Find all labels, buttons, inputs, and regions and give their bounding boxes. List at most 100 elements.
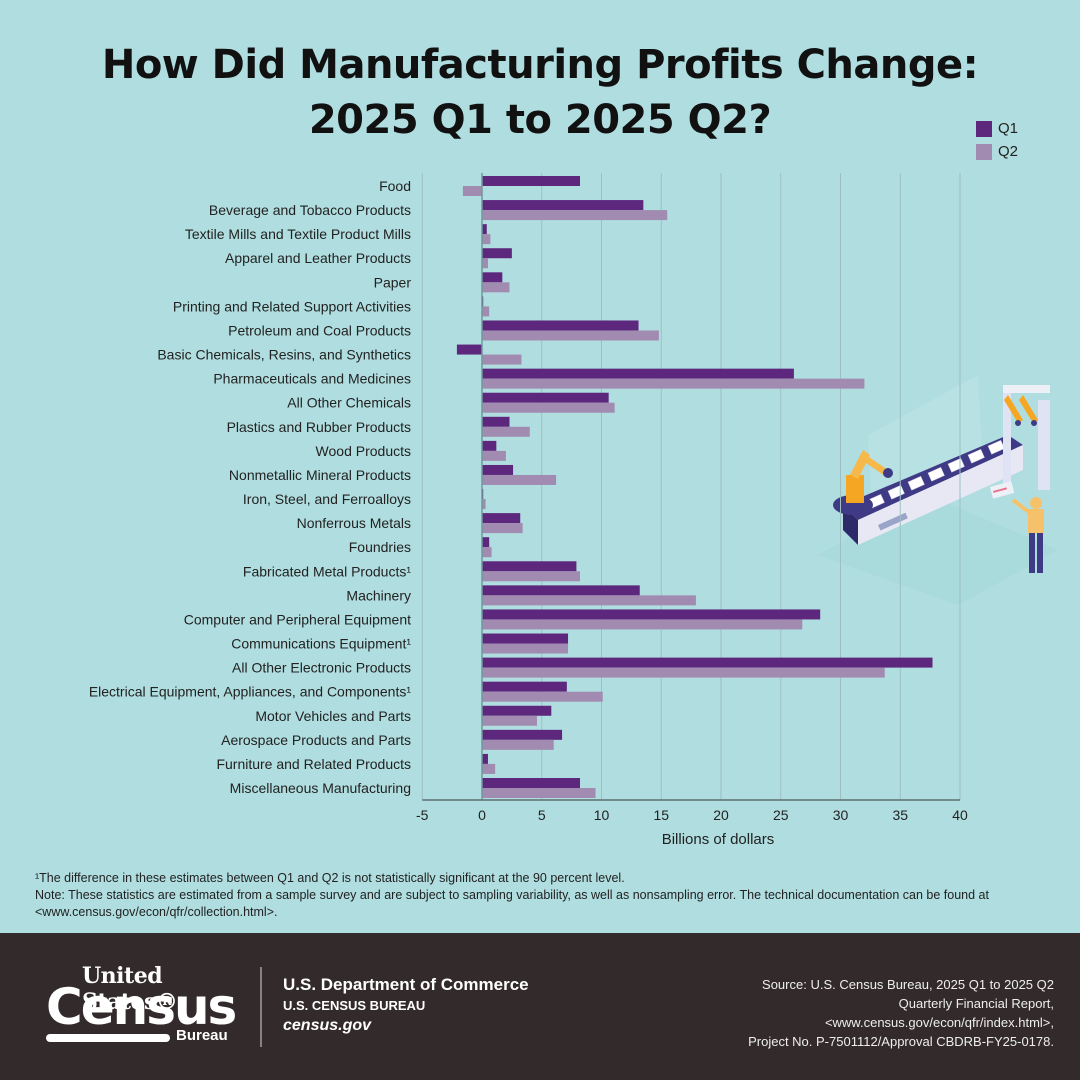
bar-q2: [482, 234, 491, 245]
source-citation: Source: U.S. Census Bureau, 2025 Q1 to 2…: [748, 975, 1054, 1051]
bar-q1: [482, 561, 577, 572]
department-name: U.S. Department of Commerce: [283, 975, 529, 994]
category-label: Furniture and Related Products: [216, 756, 411, 772]
bar-q1: [482, 778, 580, 788]
bar-q2: [482, 378, 865, 389]
bar-q2: [482, 571, 580, 582]
title-line-1: How Did Manufacturing Profits Change:: [101, 42, 979, 88]
source-line: Source: U.S. Census Bureau, 2025 Q1 to 2…: [762, 977, 1054, 992]
notes: ¹The difference in these estimates betwe…: [35, 870, 1035, 921]
x-tick-label: 30: [833, 807, 849, 823]
bar-q1: [482, 416, 510, 427]
bar-q2: [462, 186, 482, 196]
x-tick-label: 5: [538, 807, 546, 823]
bar-q1: [482, 633, 569, 644]
bar-q2: [482, 258, 488, 269]
bar-q1: [482, 609, 821, 620]
bar-q2: [482, 306, 490, 317]
bar-q1: [482, 681, 567, 692]
bar-q2: [482, 788, 596, 798]
census-bureau-logo: United States® Census Bureau: [46, 963, 241, 1053]
bar-q1: [482, 537, 490, 548]
axes: [422, 173, 960, 801]
category-label: Communications Equipment¹: [231, 636, 411, 652]
note: Note: These statistics are estimated fro…: [35, 888, 989, 919]
x-tick-label: 40: [952, 807, 968, 823]
footer: United States® Census Bureau U.S. Depart…: [0, 933, 1080, 1080]
bar-q1: [482, 705, 552, 716]
x-tick-label: 0: [478, 807, 486, 823]
worker-figure: [1011, 497, 1044, 573]
bar-q2: [482, 619, 803, 630]
bar-q2: [482, 402, 615, 413]
bar-q2: [482, 282, 510, 293]
bar-q2: [482, 354, 522, 365]
category-label: Nonmetallic Mineral Products: [229, 467, 411, 483]
robot-arm-left: [833, 450, 893, 515]
category-label: Fabricated Metal Products¹: [243, 563, 411, 579]
category-label: Foundries: [349, 539, 411, 555]
category-label: Food: [379, 178, 411, 194]
legend-item-q2: Q2: [976, 140, 1018, 163]
bar-q1: [482, 320, 639, 331]
legend-swatch-q2: [976, 143, 992, 160]
category-label: Paper: [374, 274, 412, 290]
logo-united-states: United States®: [82, 963, 178, 1015]
category-labels: Food Beverage and Tobacco Products Textile…: [89, 178, 412, 796]
bar-q2: [482, 595, 696, 606]
bar-q2: [482, 426, 530, 437]
x-tick-label: 25: [773, 807, 789, 823]
bar-q1: [482, 585, 640, 596]
bar-q1: [482, 753, 488, 764]
category-label: Petroleum and Coal Products: [228, 322, 411, 338]
x-tick-label: 20: [713, 807, 729, 823]
x-axis-title: Billions of dollars: [662, 831, 775, 848]
legend: Q1 Q2: [976, 117, 1018, 163]
category-label: All Other Electronic Products: [232, 660, 411, 676]
category-label: Beverage and Tobacco Products: [209, 202, 411, 218]
source-line: Quarterly Financial Report,: [898, 996, 1054, 1011]
category-label: All Other Chemicals: [287, 395, 411, 411]
bars: [456, 176, 933, 798]
bar-q1: [482, 272, 503, 283]
category-label: Nonferrous Metals: [297, 515, 411, 531]
bar-q1: [482, 200, 644, 211]
chart-title: How Did Manufacturing Profits Change: 20…: [0, 38, 1080, 148]
bar-q1: [482, 729, 563, 740]
factory-illustration: [818, 375, 1058, 605]
bar-q1: [482, 657, 933, 668]
bar-q2: [482, 547, 492, 558]
footer-divider: [260, 967, 262, 1047]
category-label: Printing and Related Support Activities: [173, 298, 411, 314]
x-tick-label: 10: [594, 807, 610, 823]
tick-labels: -5 0 5 10 15 20 25 30 35 40: [416, 807, 968, 823]
logo-census: Census: [46, 978, 237, 1036]
legend-label-q2: Q2: [998, 143, 1019, 160]
bar-q2: [482, 450, 506, 461]
bar-q2: [482, 763, 496, 774]
holographic-screen: [990, 481, 1015, 499]
bureau-name: U.S. CENSUS BUREAU: [283, 998, 426, 1013]
bar-q2: [482, 739, 554, 750]
category-label: Aerospace Products and Parts: [221, 732, 411, 748]
bar-q2: [482, 474, 557, 485]
bar-q1: [482, 392, 609, 403]
bar-q2: [482, 523, 523, 534]
category-label: Basic Chemicals, Resins, and Synthetics: [157, 347, 411, 363]
category-label: Computer and Peripheral Equipment: [184, 611, 411, 627]
bar-q2: [482, 691, 603, 702]
website-link[interactable]: census.gov: [283, 1017, 372, 1034]
bar-q2: [482, 210, 668, 221]
category-label: Electrical Equipment, Appliances, and Co…: [89, 684, 412, 700]
category-label: Motor Vehicles and Parts: [255, 708, 411, 724]
category-label: Textile Mills and Textile Product Mills: [185, 226, 411, 242]
category-label: Iron, Steel, and Ferroalloys: [243, 491, 411, 507]
category-label: Machinery: [346, 587, 411, 603]
legend-label-q1: Q1: [998, 120, 1019, 137]
bar-q2: [482, 499, 486, 510]
logo-bureau: Bureau: [176, 1027, 228, 1044]
bar-q2: [482, 715, 537, 726]
bar-q2: [482, 667, 885, 678]
robot-arm-gantry: [1003, 385, 1050, 490]
source-line: Project No. P-7501112/Approval CBDRB-FY2…: [748, 1034, 1054, 1049]
